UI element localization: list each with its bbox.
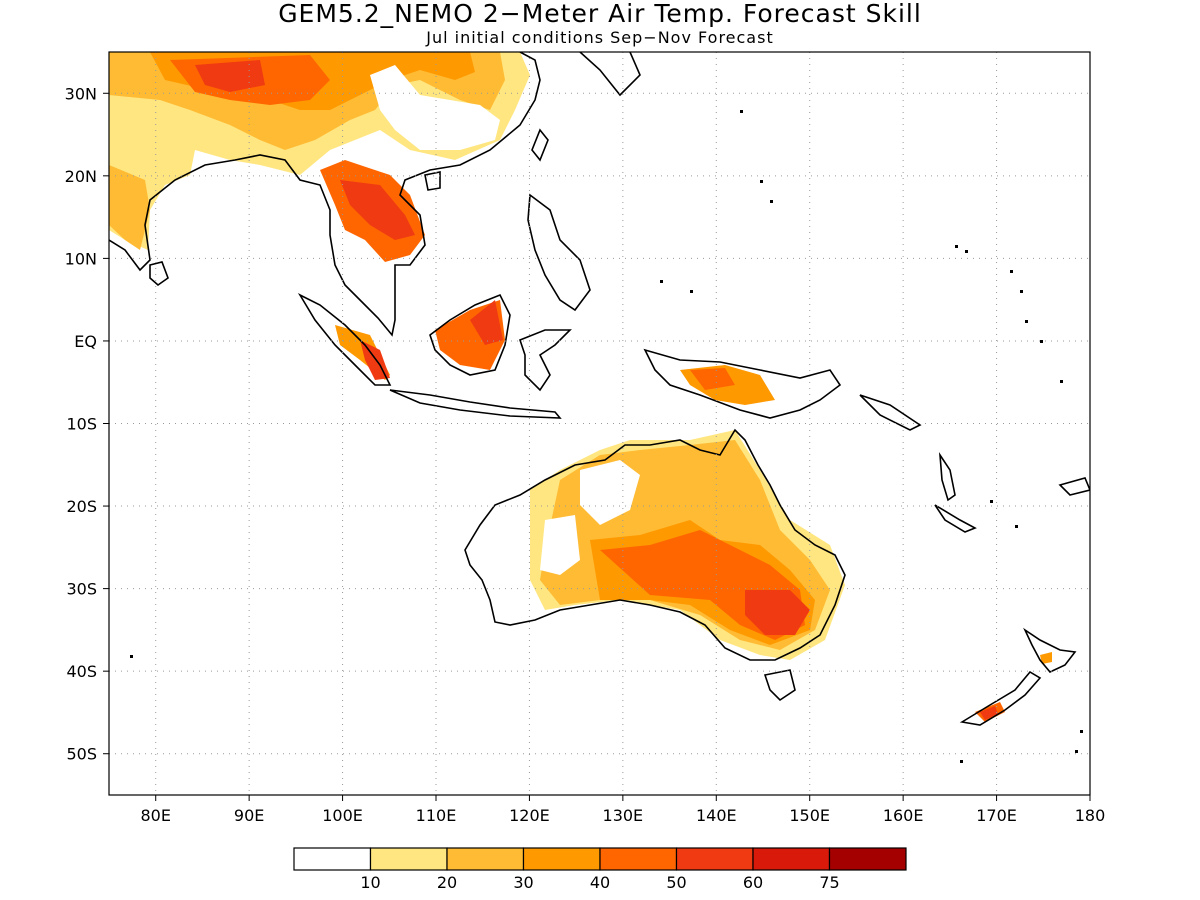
coast-fiji: [1058, 477, 1090, 496]
coastlines: [109, 52, 1090, 726]
shade-australia-core: [745, 590, 810, 635]
shade-nz-south-core: [980, 706, 998, 720]
coast-hainan: [424, 171, 441, 191]
lat-tick-label: 20N: [65, 167, 97, 186]
shade-australia-white2: [540, 515, 580, 575]
lon-tick-label: 80E: [140, 806, 170, 825]
colorbar: 10 20 30 40 50 60 75: [293, 847, 907, 892]
coast-sumatra: [297, 293, 392, 386]
coast-japan: [579, 52, 641, 97]
colorbar-swatch: [293, 847, 372, 871]
shade-borneo-core: [470, 300, 503, 345]
colorbar-swatch: [446, 847, 525, 871]
lon-tick-label: 90E: [234, 806, 264, 825]
coast-vanuatu: [938, 451, 956, 502]
skill-layer: [109, 52, 1090, 763]
lat-tick-label: 10S: [66, 415, 97, 434]
lat-tick-label: 30S: [66, 580, 97, 599]
colorbar-swatch: [752, 847, 831, 871]
map-subtitle: Jul initial conditions Sep−Nov Forecast: [426, 28, 774, 47]
coast-borneo: [429, 293, 511, 376]
colorbar-label: 20: [437, 873, 457, 892]
coast-asia: [109, 52, 541, 337]
colorbar-swatch: [522, 847, 601, 871]
lon-tick-label: 160E: [883, 806, 924, 825]
shade-nz-north: [1040, 652, 1052, 664]
coast-solomons: [859, 394, 922, 431]
coast-sulawesi: [519, 329, 572, 392]
colorbar-swatch: [599, 847, 678, 871]
shade-indochina-core: [340, 180, 415, 240]
shade-china-blank: [370, 65, 500, 150]
coast-taiwan: [531, 128, 549, 162]
lon-tick-label: 120E: [509, 806, 550, 825]
lat-tick-label: 50S: [66, 745, 97, 764]
lon-tick-label: 110E: [416, 806, 457, 825]
shade-australia-white: [580, 460, 640, 525]
shade-tibet-core: [195, 60, 265, 92]
coast-newcaledonia: [934, 504, 977, 533]
coast-srilanka: [149, 261, 169, 287]
lon-tick-label: 170E: [976, 806, 1017, 825]
pacific-islands: [130, 110, 1083, 763]
lat-tick-label: 10N: [65, 249, 97, 268]
coast-nz-south: [959, 670, 1042, 726]
lon-tick-label: 140E: [696, 806, 737, 825]
lat-axis: 30N 20N 10N EQ 10S 20S 30S 40S 50S: [65, 84, 109, 764]
colorbar-label: 60: [743, 873, 763, 892]
lon-tick-label: 150E: [789, 806, 830, 825]
lat-tick-label: 30N: [65, 84, 97, 103]
coast-australia: [464, 428, 846, 661]
lon-tick-label: 130E: [603, 806, 644, 825]
shade-india-west: [109, 165, 150, 250]
coast-newguinea: [643, 348, 842, 419]
lon-tick-label: 100E: [322, 806, 363, 825]
colorbar-label: 50: [666, 873, 686, 892]
coast-java: [389, 389, 562, 419]
lon-axis: 80E 90E 100E 110E 120E 130E 140E 150E 160E 170E 18…: [140, 795, 1105, 825]
colorbar-swatch: [369, 847, 448, 871]
shade-newguinea-core: [690, 368, 735, 390]
coast-philippines: [527, 193, 591, 312]
colorbar-label: 75: [819, 873, 839, 892]
coast-tasmania: [763, 669, 796, 702]
lon-tick-label: 180: [1075, 806, 1106, 825]
lat-tick-label: 40S: [66, 662, 97, 681]
lat-tick-label: EQ: [74, 332, 97, 351]
colorbar-label: 30: [513, 873, 533, 892]
colorbar-label: 40: [590, 873, 610, 892]
lat-tick-label: 20S: [66, 497, 97, 516]
colorbar-label: 10: [360, 873, 380, 892]
coast-nz-north: [1023, 627, 1077, 673]
map-title: GEM5.2_NEMO 2−Meter Air Temp. Forecast S…: [278, 0, 922, 28]
colorbar-swatch: [828, 847, 907, 871]
colorbar-swatch: [675, 847, 754, 871]
